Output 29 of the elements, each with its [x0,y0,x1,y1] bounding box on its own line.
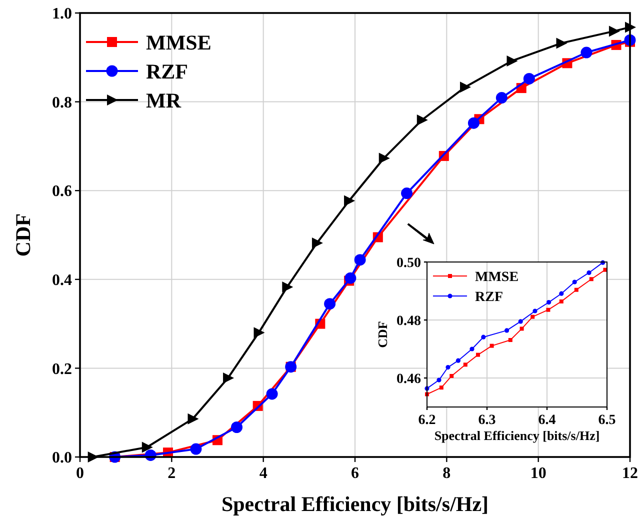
y-tick-label: 0.50 [396,256,421,271]
x-axis-title: Spectral Efficiency [bits/s/Hz] [221,492,489,516]
x-axis-title: Spectral Efficiency [bits/s/Hz] [434,428,600,443]
y-axis-title: CDF [375,321,390,348]
y-tick-label: 0.48 [396,314,421,329]
y-tick-label: 0.4 [52,272,72,289]
x-tick-label: 0 [76,465,84,482]
x-tick-label: 12 [622,465,638,482]
legend-label: MMSE [146,30,212,54]
y-tick-label: 0.46 [396,372,421,387]
x-tick-label: 6.2 [418,413,436,428]
y-tick-label: 0.8 [52,94,72,112]
x-tick-label: 2 [168,465,176,482]
x-tick-label: 6 [351,465,359,482]
x-tick-label: 8 [442,465,451,482]
y-tick-label: 1.0 [52,6,72,23]
y-tick-label: 0.2 [52,360,72,378]
y-tick-label: 0.0 [52,450,72,467]
legend-label: MMSE [475,270,519,285]
y-tick-label: 0.6 [52,183,72,200]
y-axis-title: CDF [11,213,35,257]
x-tick-label: 6.5 [598,413,616,428]
legend-label: RZF [475,290,503,305]
legend-label: MR [146,88,182,112]
x-tick-label: 4 [259,465,268,482]
x-tick-label: 6.3 [478,413,496,428]
x-tick-label: 10 [530,465,546,482]
legend-label: RZF [146,59,188,84]
x-tick-label: 6.4 [538,413,556,428]
